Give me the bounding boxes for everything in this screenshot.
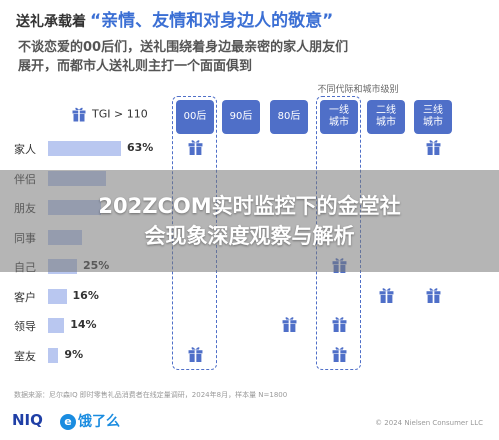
gift-icon: [332, 346, 347, 363]
watermark-banner: 202ZCOM实时监控下的金堂社 会现象深度观察与解析: [0, 170, 499, 272]
gift-icon: [426, 287, 441, 304]
subtitle-line-2: 展开，而都市人送礼则主打一个面面俱到: [18, 59, 253, 74]
column-group-label: 不同代际和城市级别: [317, 85, 399, 95]
column-header: 80后: [270, 100, 308, 134]
category-label: 室友: [14, 349, 36, 363]
column-header: 二线 城市: [367, 100, 405, 134]
title-prefix: 送礼承载着: [16, 14, 86, 30]
tgi-legend-label: TGI > 110: [92, 107, 148, 121]
tgi-legend: TGI > 110: [72, 107, 148, 122]
banner-line-2: 会现象深度观察与解析: [144, 224, 355, 248]
bar-value-label: 63%: [127, 141, 154, 154]
column-header: 一线 城市: [320, 100, 358, 134]
gift-icon: [379, 287, 394, 304]
copyright: © 2024 Nielsen Consumer LLC: [375, 419, 483, 427]
gift-icon: [188, 346, 203, 363]
column-header: 90后: [222, 100, 260, 134]
title-quote: “亲情、友情和对身边人的敬意”: [90, 11, 334, 31]
subtitle-line-1: 不谈恋爱的00后们，送礼围绕着身边最亲密的家人朋友们: [18, 40, 349, 55]
bar: [48, 318, 65, 333]
eleme-logo: e 饿了么: [60, 411, 120, 431]
gift-icon: [332, 316, 347, 333]
source-note: 数据来源：尼尔森IQ 即时零售礼品消费者在线定量调研，2024年8月，样本量 N…: [14, 391, 288, 399]
bar: [48, 347, 59, 363]
bar-value-label: 9%: [64, 347, 84, 361]
gift-icon: [426, 139, 441, 156]
title: 送礼承载着 “亲情、友情和对身边人的敬意”: [16, 6, 486, 34]
bar: [48, 141, 121, 156]
niq-logo: NIQ: [12, 411, 43, 429]
gift-icon: [188, 139, 203, 156]
gift-icon: [72, 107, 86, 122]
eleme-logo-mark: e: [60, 414, 76, 430]
subtitle: 不谈恋爱的00后们，送礼围绕着身边最亲密的家人朋友们 展开，而都市人送礼则主打一…: [18, 38, 458, 76]
gift-icon: [282, 316, 297, 333]
category-label: 领导: [14, 320, 36, 333]
column-header: 00后: [176, 100, 214, 134]
column-header: 三线 城市: [414, 100, 452, 134]
category-label: 客户: [14, 290, 36, 304]
bar-value-label: 14%: [70, 318, 97, 331]
bar-value-label: 16%: [72, 288, 99, 302]
eleme-logo-text: 饿了么: [78, 414, 120, 430]
bar: [48, 288, 67, 304]
banner-line-1: 202ZCOM实时监控下的金堂社: [98, 194, 401, 218]
category-label: 家人: [14, 143, 36, 156]
